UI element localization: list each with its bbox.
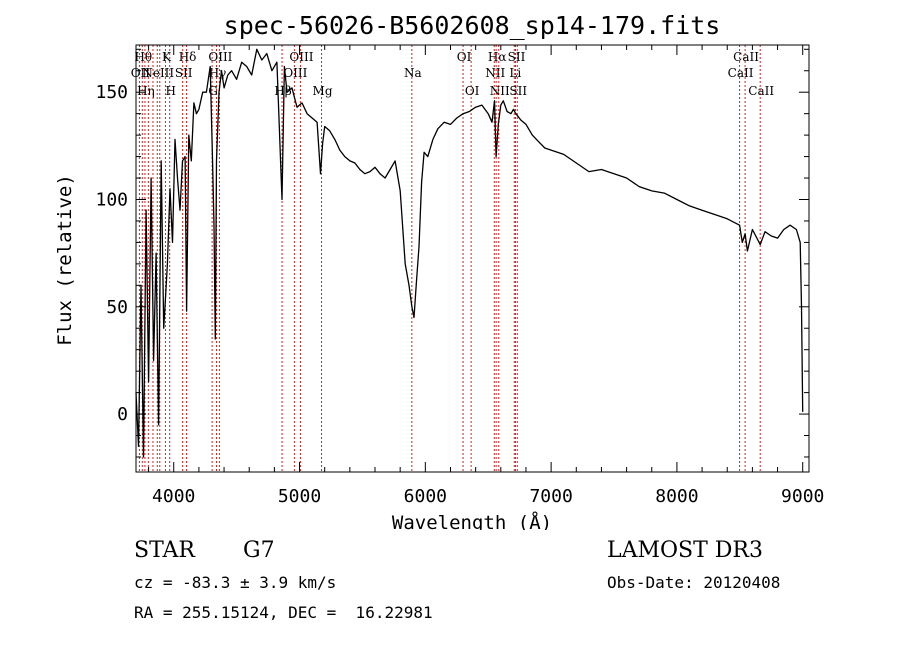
redshift-text: cz = -83.3 ± 3.9 km/s <box>134 573 337 592</box>
line-marker-label: Li <box>509 66 521 80</box>
object-subclass: G7 <box>243 538 275 563</box>
line-marker-label: K <box>162 50 172 64</box>
line-marker-label: Hθ <box>134 50 152 64</box>
coordinates-text: RA = 255.15124, DEC = 16.22981 <box>134 603 433 622</box>
y-tick-label: 0 <box>117 404 128 425</box>
line-marker-label: SII <box>508 50 526 64</box>
emission-line-labels: OIIHθHηNeIIIKHSIIHδGHγOIIIHβOIIIOIIIMgNa… <box>131 50 775 98</box>
x-tick-label: 5000 <box>278 486 321 507</box>
obs-date-text: Obs-Date: 20120408 <box>607 573 781 592</box>
y-tick-label: 100 <box>95 189 128 210</box>
x-axis-ticks: 4000 5000 6000 7000 8000 9000 <box>148 45 824 507</box>
x-tick-label: 9000 <box>781 486 824 507</box>
line-marker-label: OIII <box>289 50 313 64</box>
emission-line-markers <box>138 45 761 472</box>
x-tick-label: 6000 <box>404 486 447 507</box>
line-marker-label: SII <box>509 84 527 98</box>
line-marker-label: OIII <box>208 50 232 64</box>
chart-title: spec-56026-B5602608_sp14-179.fits <box>224 11 721 40</box>
line-marker-label: G <box>208 84 218 98</box>
line-marker-label: NII <box>485 66 505 80</box>
line-marker-label: Mg <box>313 84 333 98</box>
line-marker-label: NeIII <box>142 66 174 80</box>
y-tick-label: 150 <box>95 82 128 103</box>
line-marker-label: NII <box>490 84 510 98</box>
line-marker-label: Hα <box>488 50 507 64</box>
series-group <box>135 48 804 458</box>
line-marker-label: Hδ <box>179 50 197 64</box>
y-axis-ticks: 0 50 100 150 <box>95 48 809 458</box>
line-marker-label: Hη <box>137 84 155 98</box>
spectrum-series-line <box>135 48 804 458</box>
line-marker-label: OI <box>457 50 472 64</box>
x-axis-label: Wavelength (Å) <box>392 511 552 530</box>
line-marker-label: Na <box>404 66 422 80</box>
line-marker-label: CaII <box>728 66 754 80</box>
object-class: STAR <box>134 538 195 563</box>
line-marker-label: SII <box>175 66 193 80</box>
y-tick-label: 50 <box>106 297 128 318</box>
line-marker-label: CaII <box>748 84 774 98</box>
spectrum-chart: spec-56026-B5602608_sp14-179.fits OIIHθH… <box>54 11 824 530</box>
x-tick-label: 7000 <box>529 486 572 507</box>
line-marker-label: OIII <box>283 66 307 80</box>
plot-frame <box>135 44 810 473</box>
line-marker-label: Hγ <box>209 66 227 80</box>
line-marker-label: CaII <box>733 50 759 64</box>
survey-label: LAMOST DR3 <box>607 538 763 563</box>
y-axis-label: Flux (relative) <box>54 174 76 346</box>
line-marker-label: OI <box>465 84 480 98</box>
x-tick-label: 8000 <box>655 486 698 507</box>
line-marker-label: H <box>165 84 175 98</box>
x-tick-label: 4000 <box>152 486 195 507</box>
